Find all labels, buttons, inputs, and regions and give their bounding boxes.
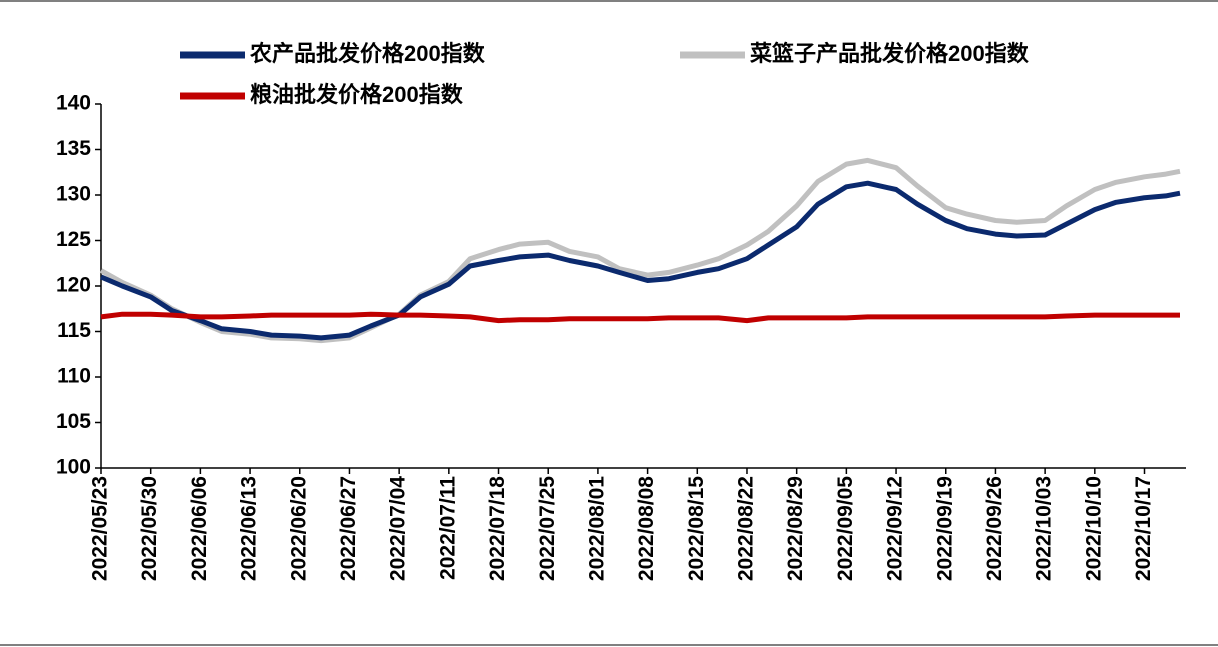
x-tick-label: 2022/06/06 [188, 476, 211, 581]
x-tick-label: 2022/10/03 [1033, 476, 1056, 581]
x-tick-label: 2022/08/22 [735, 476, 758, 581]
x-tick-label: 2022/09/12 [884, 476, 907, 581]
x-tick-label: 2022/10/17 [1132, 476, 1155, 581]
series-line [100, 180, 1181, 341]
x-tick-label: 2022/07/18 [486, 476, 509, 581]
y-tick-label: 105 [56, 410, 91, 433]
x-tick-label: 2022/07/04 [387, 476, 410, 581]
x-tick-label: 2022/08/29 [784, 476, 807, 581]
y-tick-label: 100 [56, 456, 91, 479]
series-line [100, 311, 1180, 324]
y-tick-label: 140 [56, 92, 91, 115]
x-tick-label: 2022/06/20 [287, 476, 310, 581]
y-tick-label: 120 [56, 274, 91, 297]
y-tick-label: 110 [57, 365, 91, 388]
x-tick-label: 2022/09/05 [834, 476, 857, 581]
y-tick-label: 125 [56, 228, 91, 251]
x-tick-label: 2022/08/15 [685, 476, 708, 581]
y-tick-label: 115 [57, 319, 91, 342]
x-tick-label: 2022/08/01 [585, 476, 608, 581]
x-tick-label: 2022/06/13 [238, 476, 261, 581]
x-tick-label: 2022/07/11 [436, 476, 459, 580]
legend-label: 农产品批发价格200指数 [249, 41, 486, 66]
x-tick-label: 2022/08/08 [635, 476, 658, 581]
series-line [99, 157, 1181, 344]
x-tick-label: 2022/06/27 [337, 476, 360, 581]
legend-label: 粮油批发价格200指数 [250, 82, 464, 107]
x-tick-label: 2022/09/26 [983, 476, 1006, 581]
y-tick-label: 135 [56, 137, 91, 160]
x-tick-label: 2022/05/23 [89, 476, 112, 581]
x-tick-label: 2022/10/10 [1082, 476, 1105, 581]
x-tick-label: 2022/07/25 [536, 476, 559, 581]
legend-label: 菜篮子产品批发价格200指数 [749, 41, 1030, 66]
y-tick-label: 130 [56, 183, 91, 206]
x-tick-label: 2022/09/19 [933, 476, 956, 581]
x-tick-label: 2022/05/30 [138, 476, 161, 581]
